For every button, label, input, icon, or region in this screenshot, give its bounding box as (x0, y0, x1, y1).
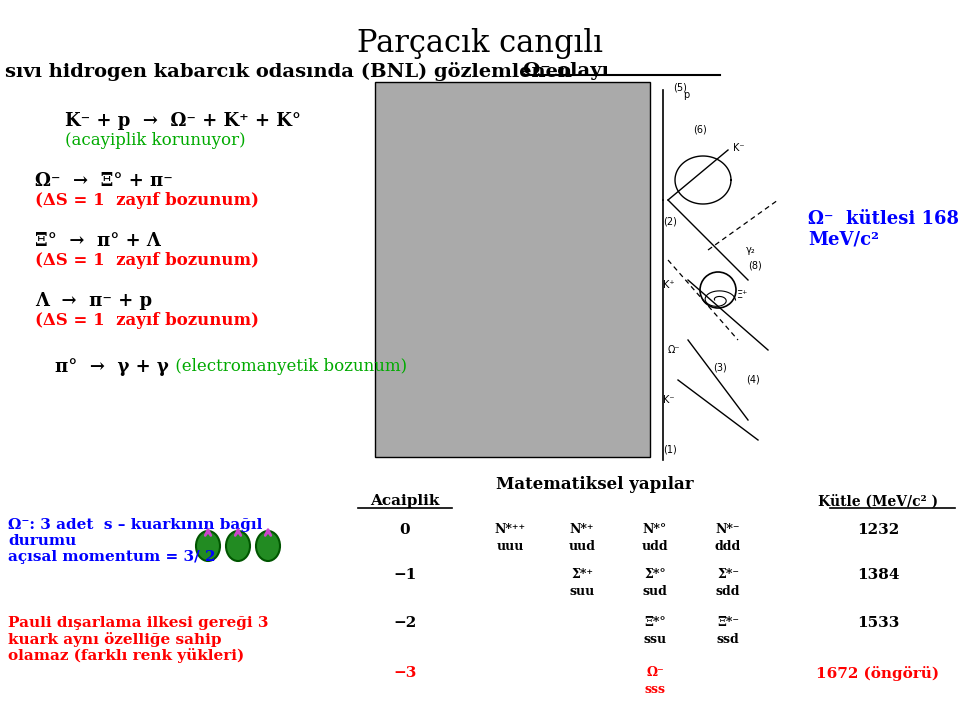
Text: 1672 (öngörü): 1672 (öngörü) (816, 666, 940, 681)
Text: Ξ°  →  π° + Λ: Ξ° → π° + Λ (35, 232, 161, 250)
Text: (6): (6) (693, 125, 707, 135)
Text: Matematiksel yapılar: Matematiksel yapılar (496, 476, 694, 493)
Text: olamaz (farklı renk yükleri): olamaz (farklı renk yükleri) (8, 648, 244, 663)
Text: (8): (8) (748, 260, 761, 270)
Text: kuark aynı özelliğe sahip: kuark aynı özelliğe sahip (8, 632, 222, 647)
Text: K⁺: K⁺ (663, 280, 675, 290)
Text: −3: −3 (394, 666, 417, 680)
Text: Acaiplik: Acaiplik (371, 494, 440, 508)
Text: Σ*⁺
suu: Σ*⁺ suu (569, 568, 594, 598)
Text: açısal momentum = 3/ 2: açısal momentum = 3/ 2 (8, 550, 215, 564)
Text: Σ*⁻
sdd: Σ*⁻ sdd (716, 568, 740, 598)
Text: Λ  →  π⁻ + p: Λ → π⁻ + p (35, 292, 152, 310)
Text: Parçacık cangılı: Parçacık cangılı (357, 28, 603, 59)
Text: 1533: 1533 (857, 616, 900, 630)
Text: N*⁻
ddd: N*⁻ ddd (715, 523, 741, 553)
Text: p: p (683, 90, 689, 100)
Text: −1: −1 (394, 568, 417, 582)
Text: Ω⁻  →  Ξ° + π⁻: Ω⁻ → Ξ° + π⁻ (35, 172, 173, 190)
Bar (375, 82, 650, 457)
Text: 0: 0 (399, 523, 410, 537)
Text: N*°
udd: N*° udd (641, 523, 668, 553)
Text: Ω⁻  kütlesi 1686: Ω⁻ kütlesi 1686 (808, 210, 960, 228)
Text: Ω⁻ olayı: Ω⁻ olayı (523, 62, 609, 80)
Text: (3): (3) (713, 363, 727, 373)
Text: 1384: 1384 (856, 568, 900, 582)
Text: (ΔS = 1  zayıf bozunum): (ΔS = 1 zayıf bozunum) (35, 252, 259, 269)
Text: durumu: durumu (8, 534, 76, 548)
Text: (acayiplik korunuyor): (acayiplik korunuyor) (65, 132, 246, 149)
Text: N*⁺⁺
uuu: N*⁺⁺ uuu (494, 523, 525, 553)
Text: (1): (1) (663, 445, 677, 455)
Text: Σ*°
sud: Σ*° sud (642, 568, 667, 598)
Text: 1232: 1232 (857, 523, 900, 537)
Text: K⁻: K⁻ (663, 395, 675, 405)
Text: (2): (2) (663, 217, 677, 227)
Text: Pauli dışarlama ilkesi gereği 3: Pauli dışarlama ilkesi gereği 3 (8, 616, 269, 630)
Text: K⁻: K⁻ (733, 143, 745, 153)
Text: N*⁺
uud: N*⁺ uud (568, 523, 595, 553)
Text: Ξ*°
ssu: Ξ*° ssu (643, 616, 666, 646)
Text: (ΔS = 1  zayıf bozunum): (ΔS = 1 zayıf bozunum) (35, 312, 259, 329)
Text: (5): (5) (673, 83, 686, 93)
Text: π°  →  γ + γ: π° → γ + γ (55, 358, 169, 376)
Text: Ω⁻: 3 adet  s – kuarkının bağıl: Ω⁻: 3 adet s – kuarkının bağıl (8, 518, 262, 532)
Text: sıvı hidrogen kabarcık odasında (BNL) gözlemlenen: sıvı hidrogen kabarcık odasında (BNL) gö… (5, 62, 572, 81)
Ellipse shape (196, 531, 220, 561)
Text: (4): (4) (746, 375, 759, 385)
Ellipse shape (256, 531, 280, 561)
Text: Ω⁻: Ω⁻ (668, 345, 681, 355)
Text: Ξ⁺: Ξ⁺ (736, 290, 748, 300)
Text: −2: −2 (394, 616, 417, 630)
Text: (electromanyetik bozunum): (electromanyetik bozunum) (170, 358, 407, 375)
Text: MeV/c²: MeV/c² (808, 230, 879, 248)
Text: Ω⁻
sss: Ω⁻ sss (644, 666, 665, 696)
Text: Ξ*⁻
ssd: Ξ*⁻ ssd (716, 616, 739, 646)
Text: (ΔS = 1  zayıf bozunum): (ΔS = 1 zayıf bozunum) (35, 192, 259, 209)
Text: K⁻ + p  →  Ω⁻ + K⁺ + K°: K⁻ + p → Ω⁻ + K⁺ + K° (65, 112, 301, 130)
Ellipse shape (226, 531, 250, 561)
Text: Kütle (MeV/c² ): Kütle (MeV/c² ) (818, 494, 938, 508)
Text: γ₂: γ₂ (746, 245, 756, 255)
